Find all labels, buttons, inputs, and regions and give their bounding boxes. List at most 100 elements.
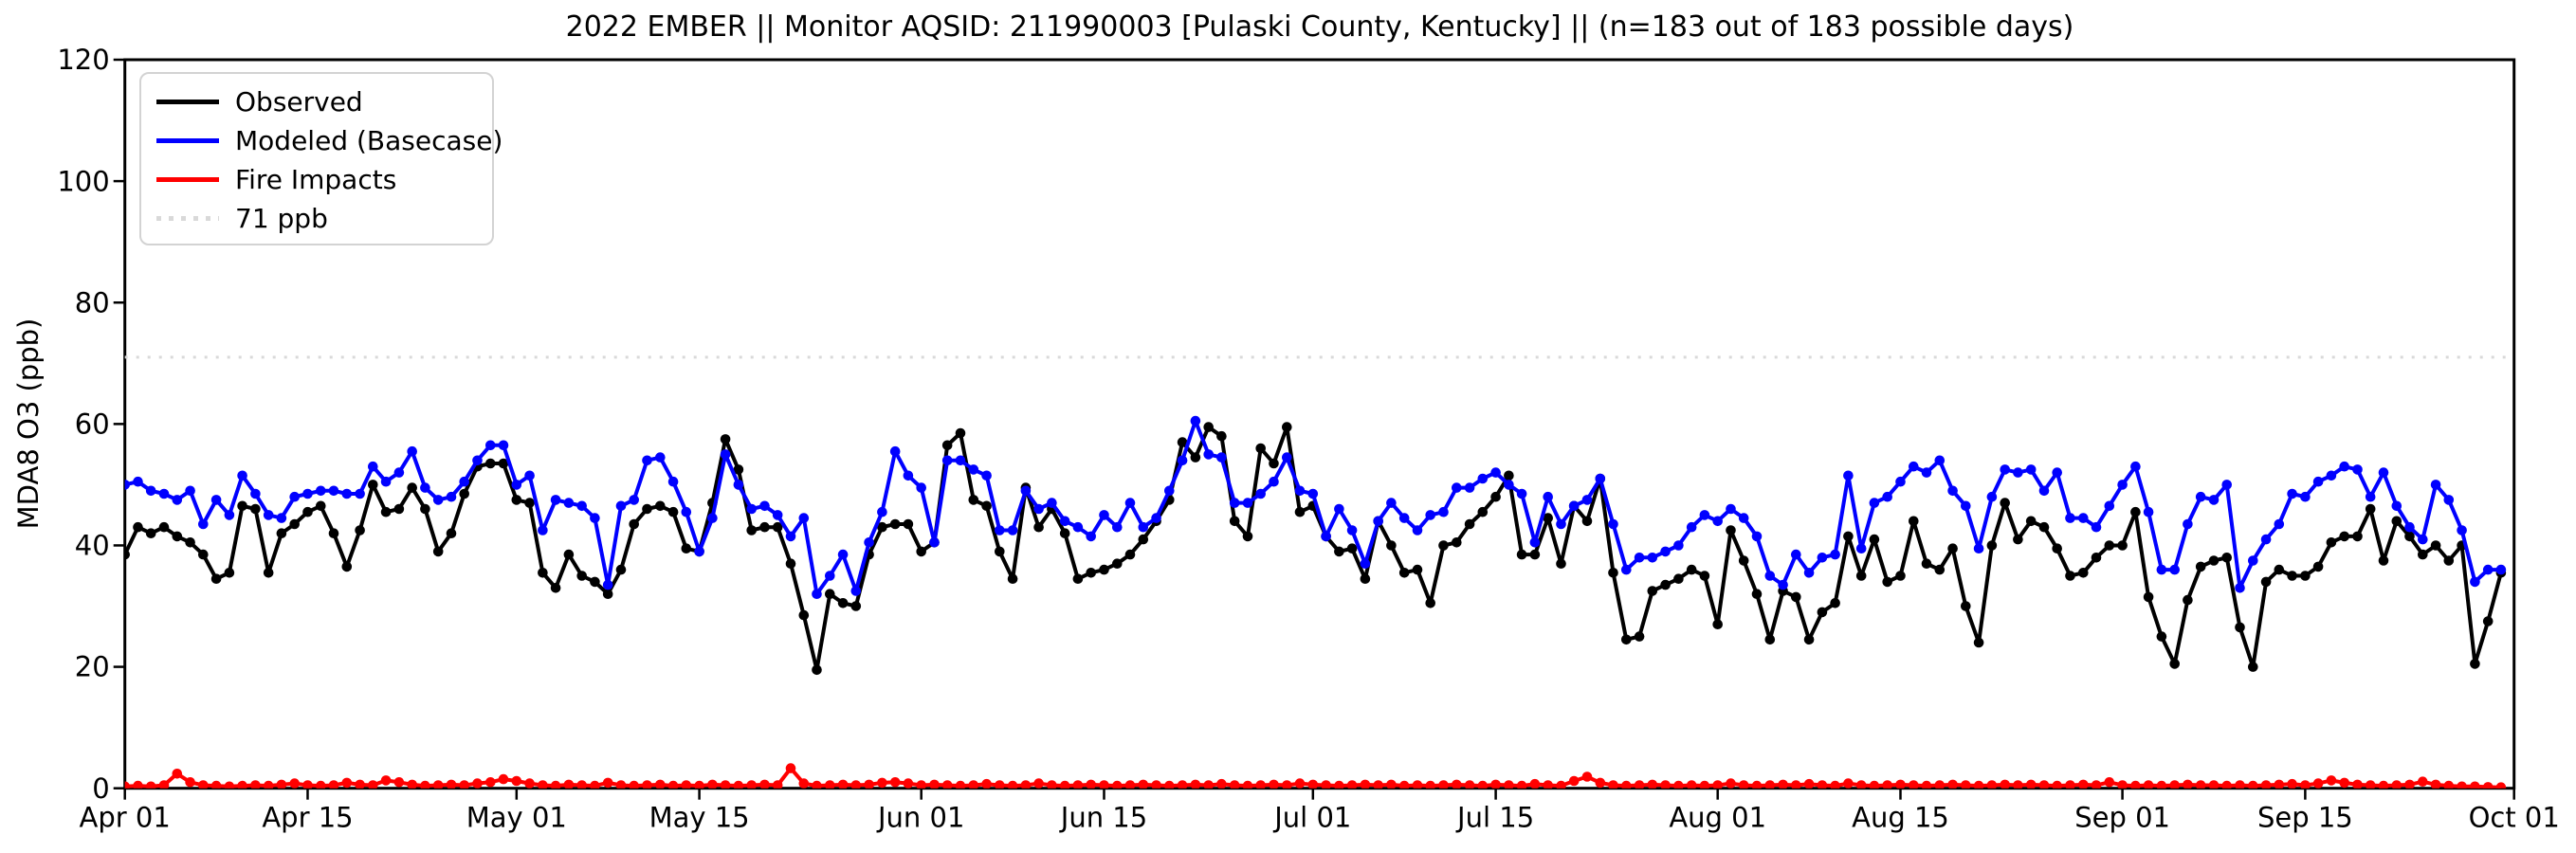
data-point [2248,780,2258,789]
data-point [681,543,692,554]
data-point [2418,776,2428,787]
data-point [1673,573,1684,584]
data-point [1973,780,1984,789]
data-point [759,521,770,533]
y-tick-label: 20 [75,651,110,683]
data-point [916,482,926,493]
data-point [720,780,731,789]
data-point [432,495,444,505]
data-point [1947,485,1958,497]
series-observed [124,422,2507,676]
data-point [498,458,509,469]
data-point [812,664,822,676]
data-point [1791,549,1801,560]
data-point [1608,568,1618,578]
data-point [1346,780,1358,789]
data-point [1059,516,1070,527]
data-point [158,488,170,499]
data-point [263,780,274,789]
data-point [133,476,143,487]
data-point [1934,780,1946,789]
data-point [407,482,418,493]
data-point [1961,500,1971,512]
data-point [1464,780,1475,789]
data-point [1581,495,1593,505]
data-point [2378,467,2389,478]
data-point [667,506,679,517]
data-point [380,476,392,487]
x-tick-label: Aug 15 [1852,802,1949,834]
data-point [2312,476,2324,487]
data-point [825,589,835,599]
data-point [1934,455,1946,466]
data-point [785,763,796,773]
data-point [2183,779,2193,789]
data-point [1778,779,1788,789]
data-point [2169,659,2180,669]
data-point [524,470,535,481]
data-point [655,500,666,512]
data-point [785,531,796,542]
data-point [1490,467,1501,478]
data-point [576,571,587,581]
data-point [1360,558,1371,569]
data-point [2404,779,2415,789]
data-point [2326,775,2337,786]
data-point [1099,780,1109,789]
x-tick-label: Jun 01 [876,802,964,834]
data-point [798,778,810,789]
x-tick-label: Jul 01 [1272,802,1351,834]
data-point [2457,781,2467,789]
x-tick-label: May 15 [649,802,750,834]
data-point [550,495,561,505]
data-point [198,549,209,560]
data-point [1438,780,1449,789]
data-point [563,498,575,508]
data-point [1504,780,1514,789]
data-point [941,455,953,466]
data-point [1855,543,1867,554]
data-point [2052,780,2062,789]
legend-item-modeled: Modeled (Basecase) [156,125,502,156]
data-point [1516,488,1527,499]
legend: Observed Modeled (Basecase) Fire Impacts… [139,72,502,245]
data-point [185,537,195,548]
data-point [1791,780,1801,789]
data-point [511,480,522,490]
data-point [1909,780,1919,789]
data-point [1608,780,1618,789]
data-point [837,598,849,608]
data-point [850,780,862,789]
data-point [1738,513,1749,523]
data-point [1151,513,1161,523]
data-point [1373,780,1383,789]
data-point [2208,495,2220,505]
data-point [772,521,783,533]
data-point [2169,780,2180,789]
data-point [929,537,940,548]
data-point [1556,518,1566,530]
data-point [825,780,835,789]
data-point [2443,495,2455,505]
data-point [368,461,378,472]
data-point [1647,779,1658,789]
legend-item-observed: Observed [156,86,475,118]
data-point [1477,473,1489,484]
data-point [759,500,770,512]
data-point [1007,525,1018,535]
data-point [145,781,156,789]
data-point [1033,503,1044,515]
data-point [1726,525,1736,535]
data-point [1556,558,1566,569]
data-point [590,780,600,789]
data-point [798,513,810,523]
data-point [524,778,535,789]
data-point [955,455,966,466]
data-point [1621,564,1632,575]
data-point [667,476,679,487]
data-point [850,586,862,596]
legend-item-fire: Fire Impacts [156,164,475,195]
data-point [224,568,235,578]
data-point [733,780,744,789]
data-point [511,495,522,505]
